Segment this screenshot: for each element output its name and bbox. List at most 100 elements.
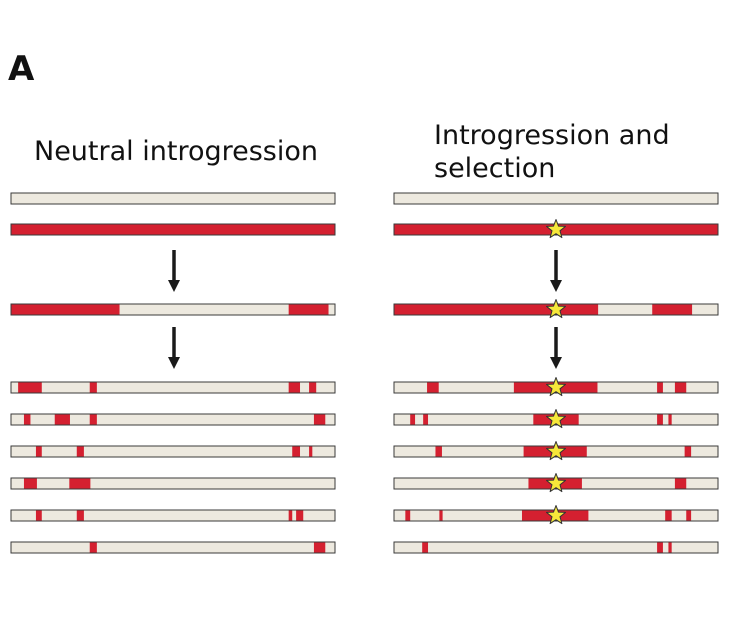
introgressed-segment (422, 542, 429, 553)
introgressed-segment (76, 446, 84, 457)
intermediate-chromosome (10, 303, 336, 316)
selected-allele-star-icon (545, 505, 567, 525)
descendant-chromosome (393, 441, 719, 461)
introgressed-segment (309, 382, 317, 393)
introgressed-segment (35, 510, 42, 521)
introgressed-segment (23, 478, 37, 489)
selected-allele-star-icon (545, 441, 567, 461)
introgressed-segment (674, 478, 687, 489)
donor-parent-chromosome (10, 223, 336, 236)
down-arrow-icon (168, 250, 180, 292)
chromosome-outline (10, 303, 336, 316)
chromosome-bar (11, 382, 335, 393)
chromosome-outline (10, 192, 336, 205)
introgressed-segment (410, 414, 416, 425)
donor-parent-chromosome (393, 219, 719, 239)
introgressed-segment (23, 414, 31, 425)
introgressed-segment (313, 414, 326, 425)
introgressed-segment (686, 510, 692, 521)
introgressed-segment (427, 382, 439, 393)
introgressed-segment (423, 414, 429, 425)
selected-allele-star-icon (545, 473, 567, 493)
chromosome-outline (10, 381, 336, 394)
introgressed-segment (288, 510, 293, 521)
selected-allele-star-icon (545, 299, 567, 319)
descendant-chromosome (393, 505, 719, 525)
chromosome-bar (11, 478, 335, 489)
descendant-chromosome (393, 409, 719, 429)
introgressed-segment (18, 382, 42, 393)
introgressed-segment (89, 542, 97, 553)
introgression-selection-title: Introgression and selection (434, 119, 670, 185)
introgressed-segment (439, 510, 443, 521)
native-parent-chromosome (393, 192, 719, 205)
descendant-chromosome (10, 413, 336, 426)
introgressed-segment (89, 414, 97, 425)
neutral-introgression-title: Neutral introgression (34, 136, 318, 167)
chromosome-bar (11, 414, 335, 425)
introgressed-segment (657, 382, 663, 393)
descendant-chromosome (393, 541, 719, 554)
introgression-selection-title-line1: Introgression and (434, 120, 670, 151)
panel-label: A (8, 49, 35, 89)
descendant-chromosome (10, 381, 336, 394)
chromosome-outline (10, 477, 336, 490)
chromosome-bar (11, 446, 335, 457)
introgression-selection-title-line2: selection (434, 153, 556, 184)
selected-allele-star-icon (545, 219, 567, 239)
introgressed-segment (11, 304, 120, 315)
introgressed-segment (435, 446, 442, 457)
chromosome-bar (11, 510, 335, 521)
introgressed-segment (89, 382, 97, 393)
chromosome-bar (11, 304, 335, 315)
introgressed-segment (394, 304, 599, 315)
introgressed-segment (657, 414, 663, 425)
chromosome-outline (393, 541, 719, 554)
selected-allele-star-icon (545, 377, 567, 397)
selected-allele-star-icon (545, 409, 567, 429)
intermediate-chromosome (393, 299, 719, 319)
introgressed-segment (313, 542, 326, 553)
introgressed-segment (668, 414, 672, 425)
down-arrow-icon (550, 250, 562, 292)
introgressed-segment (684, 446, 692, 457)
introgressed-segment (69, 478, 91, 489)
introgressed-segment (652, 304, 693, 315)
introgressed-segment (674, 382, 687, 393)
descendant-chromosome (393, 377, 719, 397)
introgressed-segment (309, 446, 313, 457)
introgressed-segment (54, 414, 70, 425)
introgressed-segment (288, 304, 329, 315)
introgressed-segment (76, 510, 84, 521)
neutral-introgression-panel (10, 192, 336, 554)
descendant-chromosome (10, 541, 336, 554)
introgressed-segment (657, 542, 663, 553)
introgressed-segment (296, 510, 304, 521)
chromosome-outline (10, 445, 336, 458)
chromosome-outline (10, 413, 336, 426)
descendant-chromosome (10, 509, 336, 522)
chromosome-bar (11, 193, 335, 204)
chromosome-outline (393, 192, 719, 205)
introgressed-segment (668, 542, 672, 553)
chromosome-outline (10, 223, 336, 236)
introgressed-segment (288, 382, 301, 393)
introgressed-segment (665, 510, 672, 521)
introgression-selection-panel (393, 192, 719, 554)
down-arrow-icon (550, 327, 562, 369)
down-arrow-icon (168, 327, 180, 369)
chromosome-bar (394, 542, 718, 553)
chromosome-outline (10, 541, 336, 554)
descendant-chromosome (10, 477, 336, 490)
native-parent-chromosome (10, 192, 336, 205)
introgressed-segment (11, 224, 335, 235)
chromosome-outline (10, 509, 336, 522)
chromosome-bar (394, 193, 718, 204)
introgressed-segment (405, 510, 411, 521)
introgressed-segment (292, 446, 301, 457)
chromosome-bar (11, 542, 335, 553)
descendant-chromosome (393, 473, 719, 493)
descendant-chromosome (10, 445, 336, 458)
introgressed-segment (35, 446, 42, 457)
